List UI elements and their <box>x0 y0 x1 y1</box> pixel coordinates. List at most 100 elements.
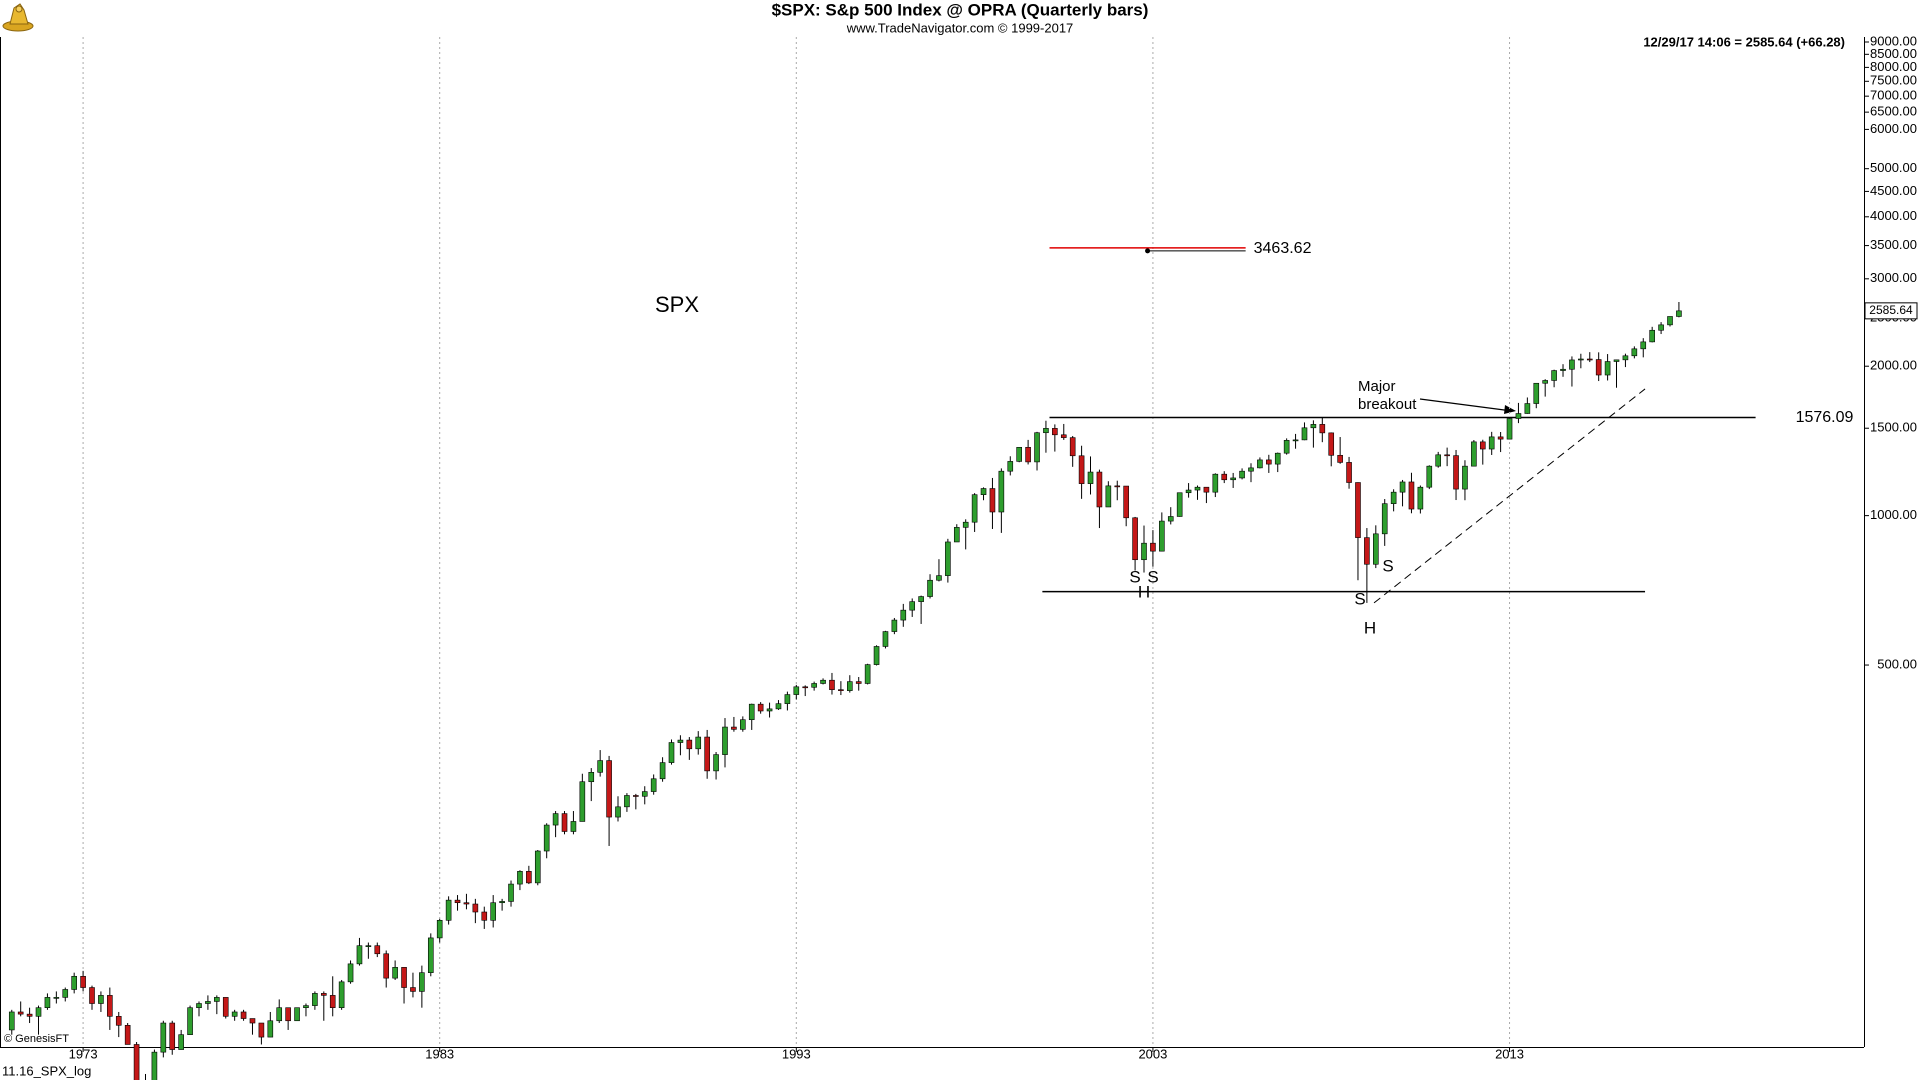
candle-body <box>1239 470 1245 479</box>
candle-body <box>1025 446 1031 463</box>
candle-body <box>445 899 452 921</box>
candle-body <box>53 997 60 999</box>
candle-body <box>1497 436 1504 440</box>
candle-body <box>365 945 372 947</box>
candle-body <box>303 1005 309 1008</box>
candle-body <box>962 521 969 528</box>
chart-subtitle: www.TradeNavigator.com © 1999-2017 <box>846 20 1074 35</box>
candle-body <box>695 736 702 750</box>
candle-body <box>44 997 51 1008</box>
candle-body <box>1435 454 1442 467</box>
candle-body <box>1462 465 1468 490</box>
y-tick-label: 5000.00 <box>1870 160 1917 175</box>
x-tick-label: 1993 <box>782 1046 811 1061</box>
candle-body <box>1007 461 1014 472</box>
candle-body <box>526 871 532 884</box>
candle-body <box>508 883 514 902</box>
candle-body <box>936 575 942 581</box>
candle-body <box>205 1001 211 1004</box>
y-tick-label: 9000.00 <box>1870 33 1917 48</box>
candle-body <box>401 967 407 988</box>
candle-body <box>650 778 657 792</box>
y-tick-label: 1000.00 <box>1870 507 1917 522</box>
annotation: S <box>1382 556 1393 575</box>
candle-body <box>633 795 639 797</box>
last-price-box <box>1864 302 1918 320</box>
candle-body <box>1515 413 1522 419</box>
candle-body <box>472 903 479 913</box>
trend-line <box>1373 388 1646 604</box>
y-tick-label: 4000.00 <box>1870 208 1917 223</box>
candle-body <box>1676 310 1682 317</box>
candle-body <box>1399 481 1406 493</box>
candle-body <box>811 683 817 688</box>
candle-body <box>927 579 933 597</box>
candle-body <box>784 694 791 704</box>
candle-body <box>882 631 889 647</box>
last-price-header: 12/29/17 14:06 = 2585.64 (+66.28) <box>1643 34 1845 49</box>
candle-body <box>561 813 568 832</box>
candle-body <box>1355 482 1361 538</box>
candle-body <box>624 795 630 808</box>
candle-body <box>1533 382 1540 404</box>
candle-body <box>187 1007 193 1035</box>
annotation-arrowhead <box>1504 405 1516 414</box>
candle-body <box>454 899 461 904</box>
y-tick-label: 6000.00 <box>1870 121 1917 136</box>
chart-title: $SPX: S&p 500 Index @ OPRA (Quarterly ba… <box>772 0 1149 19</box>
candle-body <box>1640 341 1647 350</box>
candle-body <box>517 871 523 885</box>
candle-body <box>1069 437 1076 457</box>
candle-body <box>1185 489 1192 494</box>
candle-body <box>1631 348 1638 357</box>
candle-body <box>1408 481 1415 510</box>
candle-body <box>1248 467 1254 472</box>
candle-body <box>1373 533 1379 565</box>
candle-body <box>686 739 693 750</box>
y-tick-label: 2000.00 <box>1870 358 1917 373</box>
level-label: 1576.09 <box>1796 409 1854 426</box>
y-tick-label: 500.00 <box>1877 656 1917 671</box>
x-tick-label: 2013 <box>1495 1046 1524 1061</box>
candle-body <box>820 679 826 684</box>
candle-body <box>427 937 434 973</box>
candle-body <box>133 1044 140 1080</box>
candle-body <box>196 1003 202 1008</box>
candle-body <box>1096 471 1103 508</box>
candle-body <box>392 967 398 979</box>
x-tick-label: 1973 <box>69 1046 98 1061</box>
candle-body <box>1043 428 1049 434</box>
candle-body <box>383 953 390 979</box>
y-tick-label: 6500.00 <box>1870 104 1917 119</box>
candle-body <box>1203 486 1210 493</box>
candle-body <box>1310 424 1317 429</box>
candle-body <box>1613 359 1620 362</box>
candle-body <box>588 771 595 783</box>
candle-body <box>757 703 764 712</box>
candle-body <box>115 1016 122 1026</box>
candle-body <box>971 494 978 523</box>
candle-body <box>258 1022 265 1038</box>
candle-body <box>356 945 363 965</box>
candle-body <box>160 1022 167 1053</box>
candle-body <box>793 686 800 695</box>
annotation-arrow <box>1419 398 1513 412</box>
candle-body <box>1292 439 1299 442</box>
annotation: H <box>1138 582 1150 601</box>
candle-body <box>35 1007 42 1017</box>
candle-body <box>945 541 951 576</box>
candle-body <box>1123 485 1129 519</box>
candle-body <box>1105 485 1112 508</box>
candle-body <box>312 993 318 1006</box>
candle-body <box>864 664 871 684</box>
candle-body <box>481 911 488 921</box>
candle-body <box>597 760 603 773</box>
candle-body <box>410 987 416 992</box>
y-tick-label: 1500.00 <box>1870 420 1917 435</box>
annotation: S <box>1129 567 1140 586</box>
candle-body <box>1114 485 1121 488</box>
candle-body <box>953 527 960 543</box>
annotation: H <box>1364 618 1376 637</box>
candle-body <box>98 995 104 1004</box>
candle-body <box>1016 446 1022 462</box>
